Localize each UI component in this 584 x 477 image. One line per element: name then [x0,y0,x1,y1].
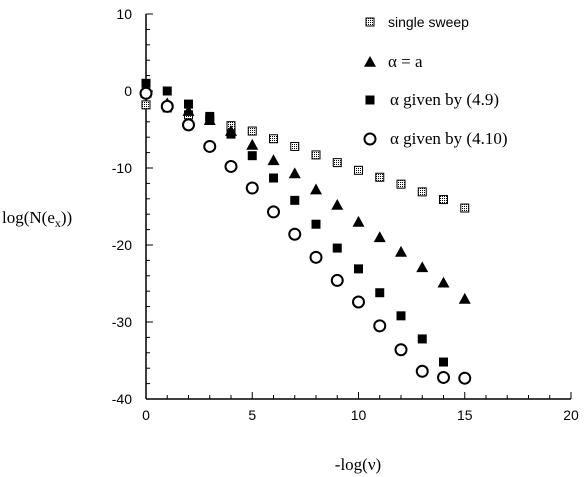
x-axis-ticks: 0 5 10 15 20 [142,392,579,423]
legend: single sweep α = a α given by (4.9) α given… [363,14,508,148]
y-tick-label: -30 [112,314,132,330]
x-tick-label: 10 [351,407,367,423]
data-point [310,183,322,195]
x-tick-label: 15 [457,407,473,423]
y-tick-label: 0 [124,83,132,99]
data-point [288,227,302,241]
data-point [437,276,450,288]
series-open-circle [139,86,472,385]
data-point [203,139,217,153]
legend-label: α given by (4.9) [390,90,499,109]
data-point [396,179,406,189]
data-point [267,205,280,219]
data-point [160,99,174,113]
legend-marker [365,17,375,27]
legend-label: α = a [388,52,423,71]
x-tick-label: 20 [563,407,579,423]
data-point [309,250,323,264]
data-point [458,292,471,304]
axes [145,14,571,400]
legend-entry: single sweep [365,14,469,30]
data-point [247,126,257,136]
data-point [395,245,407,257]
series-filled-square [141,78,448,367]
data-point [290,141,300,151]
data-point [437,370,450,384]
x-tick-label: 5 [248,407,256,423]
data-point [373,319,387,333]
legend-marker [365,95,375,105]
y-axis-label-subscript: x [55,216,61,230]
data-point [352,215,365,227]
data-point [330,273,344,287]
data-point [182,105,195,116]
data-point [354,165,363,175]
legend-label: single sweep [388,14,469,30]
data-point [224,159,238,173]
y-axis-label-tail: )) [61,208,72,227]
data-point [290,195,300,205]
data-point [267,154,280,166]
data-point [439,195,448,205]
data-point [139,86,153,100]
data-point [375,172,385,182]
data-point [417,334,427,344]
data-point [269,173,278,183]
legend-entry: α given by (4.9) [365,90,499,109]
legend-entry: α = a [364,52,423,71]
data-point [162,86,172,96]
data-point [331,198,344,210]
data-point [416,261,429,273]
series-dotted-square [141,100,470,213]
data-point [352,295,365,309]
data-point [269,134,278,144]
data-point [141,78,151,88]
x-axis-label: -log(ν) [335,455,381,474]
data-point [439,357,448,367]
data-point [245,181,259,195]
data-point [184,99,193,109]
legend-label: α given by (4.10) [390,129,508,148]
data-point [415,364,429,378]
y-tick-label: -10 [112,160,132,176]
data-point [288,167,301,179]
legend-marker [363,132,377,146]
x-tick-label: 0 [142,407,150,423]
data-point [417,187,427,197]
data-point [354,264,363,274]
data-point [205,111,215,121]
data-point [332,243,342,253]
data-point [141,100,151,110]
data-point [246,138,259,150]
y-tick-label: -40 [112,391,132,407]
y-axis-label: log(N(ex)) [2,208,72,230]
data-point [226,129,236,139]
data-point [375,288,385,298]
data-point [373,231,386,243]
y-axis-label-main: log(N(e [2,208,55,227]
data-point [458,371,472,385]
y-axis-ticks: 10 0 -10 -20 -30 -40 [112,6,153,407]
data-point [311,219,321,229]
data-point [394,343,408,357]
data-point [396,311,406,321]
data-point [332,158,342,168]
data-point [311,150,321,160]
legend-entry: α given by (4.10) [363,129,508,148]
y-tick-label: 10 [116,6,132,22]
data-series [139,78,472,385]
data-point [460,203,470,213]
data-point [182,118,195,132]
data-point [247,151,257,161]
legend-marker [364,56,376,67]
y-tick-label: -20 [112,237,132,253]
